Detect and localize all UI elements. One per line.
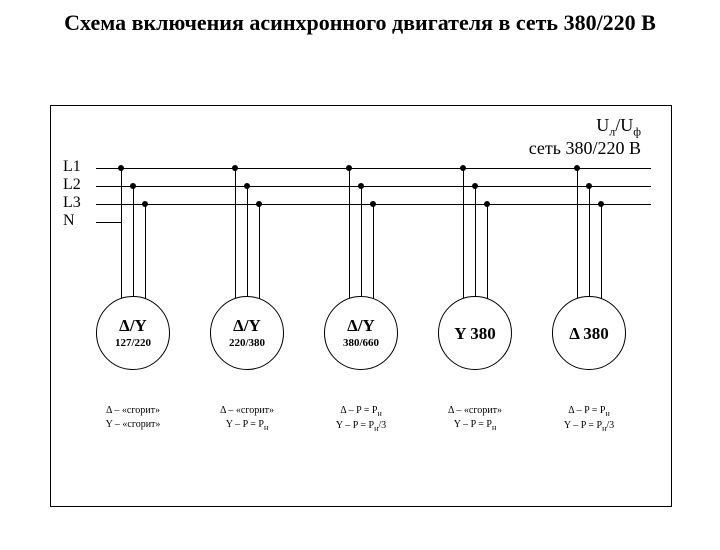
connection-dot [484,201,490,207]
motor-lead [259,204,260,304]
voltage-ratio: Uл/Uф [529,116,641,139]
motor-column: Δ/Y 380/660 Δ – P = PнY – P = Pн/3 [313,256,409,434]
motor-voltage: 380/660 [343,337,379,349]
connection-dot [142,201,148,207]
motor-column: Δ 380 Δ – P = PнY – P = Pн/3 [541,256,637,434]
motor-voltage: 127/220 [115,337,151,349]
bus-line [96,186,651,187]
motor-symbol: Δ/Y 127/220 [96,296,170,370]
bus-line [96,222,121,223]
connection-dot [130,183,136,189]
connection-dot [370,201,376,207]
motor-lead [235,168,236,304]
motor-lead [145,204,146,304]
motor-lead [133,186,134,304]
motor-lead [601,204,602,304]
connection-type: Δ 380 [569,325,608,342]
motor-lead [463,168,464,304]
motor-lead [475,186,476,304]
connection-dot [586,183,592,189]
motor-lead [349,168,350,304]
connection-type: Δ/Y [119,317,147,334]
bus-label: L2 [63,176,81,194]
motor-symbol: Δ 380 [552,296,626,370]
bus-label: L1 [63,158,81,176]
diagram-frame: Uл/Uф сеть 380/220 В L1L2L3N Δ/Y127/220Δ… [50,105,672,507]
motor-lead [361,186,362,304]
motor-column: Δ/Y 127/220 Δ – «сгорит»Y – «сгорит» [85,256,181,434]
bus-label: L3 [63,194,81,212]
motor-result: Δ – «сгорит»Y – «сгорит» [106,404,161,432]
motor-column: Y 380 Δ – «сгорит»Y – P = Pн [427,256,523,434]
motor-lead [373,204,374,304]
connection-dot [244,183,250,189]
connection-type: Δ/Y [233,317,261,334]
motor-symbol: Y 380 [438,296,512,370]
bus-line [96,168,651,169]
bus-label: N [63,212,75,230]
connection-dot [118,165,124,171]
connection-dot [256,201,262,207]
motor-symbol: Δ/Y 380/660 [324,296,398,370]
network-label: Uл/Uф сеть 380/220 В [529,116,641,159]
connection-dot [358,183,364,189]
connection-type: Y 380 [454,325,495,342]
connection-dot [598,201,604,207]
motor-lead [589,186,590,304]
motor-lead [487,204,488,304]
motor-lead [121,168,122,304]
connection-dot [460,165,466,171]
motor-column: Δ/Y 220/380 Δ – «сгорит»Y – P = Pн [199,256,295,434]
connection-dot [346,165,352,171]
page-title: Схема включения асинхронного двигателя в… [0,10,720,36]
connection-dot [232,165,238,171]
network-text: сеть 380/220 В [529,139,641,159]
connection-dot [472,183,478,189]
motor-result: Δ – P = PнY – P = Pн/3 [564,404,614,434]
motor-result: Δ – P = PнY – P = Pн/3 [336,404,386,434]
motor-result: Δ – «сгорит»Y – P = Pн [220,404,274,433]
motor-row: Δ/Y 127/220 Δ – «сгорит»Y – «сгорит» Δ/Y 220… [51,256,671,434]
motor-lead [577,168,578,304]
motor-symbol: Δ/Y 220/380 [210,296,284,370]
motor-voltage: 220/380 [229,337,265,349]
connection-dot [574,165,580,171]
connection-type: Δ/Y [347,317,375,334]
motor-lead [247,186,248,304]
motor-result: Δ – «сгорит»Y – P = Pн [448,404,502,433]
